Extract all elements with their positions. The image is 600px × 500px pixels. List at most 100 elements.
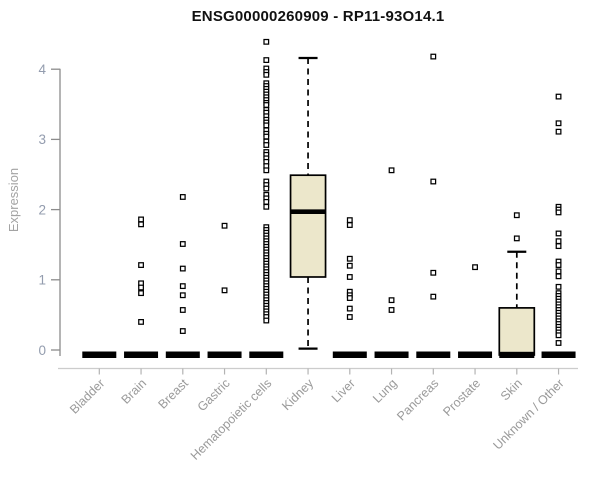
x-tick-label: Bladder	[67, 376, 107, 416]
y-tick-label: 3	[38, 132, 46, 147]
outlier-point	[263, 38, 270, 45]
outlier-point	[263, 317, 270, 324]
outlier-point	[179, 241, 186, 247]
outlier-point	[263, 57, 270, 63]
x-tick-label: Hematopoietic cells	[188, 376, 275, 463]
outlier-point	[221, 287, 228, 294]
series-breast	[165, 194, 200, 358]
zero-box-bar	[124, 351, 159, 358]
outlier-point	[555, 238, 562, 245]
outlier-point	[179, 328, 186, 334]
outlier-point	[263, 142, 270, 148]
outlier-point	[555, 243, 562, 250]
outlier-point	[555, 230, 562, 237]
outlier-point	[555, 273, 562, 280]
x-tick-label: Unknown / Other	[490, 376, 566, 452]
series-pancreas	[416, 53, 451, 358]
series-lung	[374, 167, 409, 358]
outlier-point	[138, 262, 144, 268]
outlier-point	[555, 283, 562, 290]
outlier-point	[513, 212, 520, 219]
outlier-point	[555, 268, 562, 275]
outlier-point	[346, 274, 353, 280]
outlier-point	[263, 122, 270, 129]
y-tick-label: 1	[38, 273, 46, 288]
outlier-point	[388, 307, 395, 313]
outlier-point	[555, 93, 562, 100]
zero-box-bar	[416, 351, 451, 358]
zero-box-bar	[374, 351, 409, 358]
zero-box-bar	[541, 351, 576, 358]
chart-title: ENSG00000260909 - RP11-93O14.1	[191, 8, 445, 25]
outlier-point	[263, 185, 270, 192]
outlier-point	[346, 314, 353, 320]
series-unknown-other	[541, 93, 576, 358]
x-tick-label: Kidney	[279, 376, 316, 413]
outlier-point	[263, 203, 270, 210]
outlier-point	[263, 133, 270, 140]
zero-box-bar	[165, 351, 200, 358]
outlier-point	[388, 167, 395, 174]
outlier-point	[138, 290, 144, 297]
series-liver	[332, 217, 367, 358]
outlier-point	[346, 222, 353, 228]
outlier-point	[138, 318, 144, 325]
outlier-point	[138, 216, 144, 223]
outlier-point	[430, 269, 437, 276]
outlier-point	[555, 128, 562, 135]
box	[498, 307, 536, 356]
outlier-point	[430, 53, 437, 60]
outlier-point	[555, 340, 562, 346]
outlier-point	[430, 178, 437, 185]
outlier-point	[179, 292, 186, 299]
outlier-point	[555, 120, 562, 127]
outlier-point	[346, 305, 353, 312]
y-axis: 0 1 2 3 4	[38, 62, 61, 358]
x-tick-label: Brain	[119, 376, 150, 407]
box	[289, 174, 327, 278]
outlier-point	[555, 262, 562, 268]
x-tick-label: Gastric	[195, 376, 233, 414]
outlier-point	[179, 194, 186, 200]
outlier-point	[221, 222, 228, 229]
median-bar	[499, 351, 535, 358]
series-kidney	[289, 56, 327, 350]
zero-box-bar	[458, 351, 493, 358]
zero-box-bar	[249, 351, 284, 358]
series-prostate	[458, 264, 493, 358]
x-tick-label: Pancreas	[394, 376, 441, 423]
y-tick-label: 4	[38, 62, 46, 77]
series-brain	[124, 216, 159, 358]
x-tick-label: Liver	[329, 376, 358, 405]
outlier-point	[430, 293, 437, 300]
outlier-point	[263, 102, 270, 108]
series-skin	[498, 212, 536, 358]
outlier-point	[346, 295, 353, 301]
outlier-point	[263, 167, 270, 174]
outlier-point	[346, 262, 353, 269]
zero-box-bar	[82, 351, 117, 358]
series-gastric	[207, 222, 242, 358]
series-bladder	[82, 351, 117, 358]
outlier-point	[179, 307, 186, 313]
zero-box-bar	[207, 351, 242, 358]
outlier-point	[263, 71, 270, 78]
y-tick-label: 0	[38, 343, 46, 358]
outlier-point	[179, 283, 186, 290]
outlier-point	[513, 235, 520, 242]
outlier-point	[346, 255, 353, 262]
series-hematopoietic-cells	[249, 38, 284, 358]
zero-box-bar	[332, 351, 367, 358]
x-tick-label: Skin	[498, 376, 525, 403]
x-tick-label: Lung	[370, 376, 400, 406]
outlier-point	[388, 297, 395, 304]
y-tick-label: 2	[38, 202, 46, 217]
outlier-point	[138, 221, 144, 228]
outlier-point	[472, 264, 478, 271]
outlier-point	[263, 198, 270, 205]
outlier-point	[555, 209, 562, 216]
outlier-point	[555, 332, 562, 339]
x-tick-label: Prostate	[440, 376, 483, 419]
